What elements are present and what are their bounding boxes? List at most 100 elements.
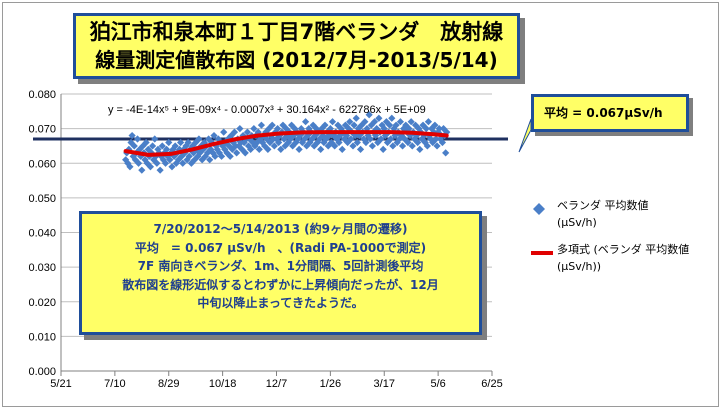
scatter-point bbox=[156, 166, 164, 174]
scatter-point bbox=[405, 125, 413, 133]
scatter-point bbox=[438, 138, 447, 147]
average-callout-pointer bbox=[518, 118, 532, 153]
scatter-point bbox=[428, 125, 436, 133]
scatter-point bbox=[347, 135, 355, 143]
info-line-1: 7/20/2012～5/14/2013 (約9ヶ月間の遷移) bbox=[153, 222, 408, 236]
scatter-point bbox=[331, 142, 339, 150]
scatter-point bbox=[277, 145, 285, 153]
info-line-3: 7F 南向きベランダ、1m、1分間隔、5回計測後平均 bbox=[137, 259, 424, 273]
scatter-point bbox=[436, 135, 444, 143]
scatter-point bbox=[134, 159, 143, 167]
scatter-point bbox=[402, 121, 410, 129]
scatter-point bbox=[435, 125, 443, 133]
scatter-point bbox=[387, 135, 395, 143]
scatter-point bbox=[289, 142, 297, 150]
scatter-point bbox=[247, 145, 255, 153]
scatter-point bbox=[344, 138, 352, 147]
scatter-point bbox=[165, 138, 173, 147]
scatter-point bbox=[377, 135, 385, 143]
info-line-5: 中旬以降止まってきたようだ。 bbox=[197, 296, 364, 310]
scatter-point bbox=[236, 125, 244, 133]
scatter-point bbox=[261, 142, 269, 150]
scatter-point bbox=[418, 135, 426, 143]
scatter-point bbox=[433, 142, 441, 150]
y-tick-label: 0.030 bbox=[28, 262, 56, 274]
scatter-point bbox=[398, 142, 407, 150]
trendline-equation: y = -4E-14x⁵ + 9E-09x⁴ - 0.0007x³ + 30.1… bbox=[108, 104, 426, 116]
scatter-point bbox=[310, 142, 318, 150]
scatter-point bbox=[171, 142, 179, 150]
scatter-point bbox=[146, 163, 155, 171]
title-box: 狛江市和泉本町１丁目7階ベランダ 放射線 線量測定値散布図 (2012/7月-2… bbox=[73, 13, 520, 79]
scatter-point bbox=[161, 159, 170, 167]
diamond-marker-icon bbox=[533, 203, 545, 215]
x-tick-label: 6/25 bbox=[481, 378, 502, 390]
scatter-point bbox=[241, 149, 249, 157]
scatter-point bbox=[185, 152, 193, 160]
scatter-point bbox=[266, 138, 274, 147]
scatter-point bbox=[341, 121, 350, 129]
scatter-point bbox=[388, 114, 396, 122]
scatter-point bbox=[364, 131, 372, 140]
scatter-point bbox=[268, 121, 276, 129]
scatter-point bbox=[283, 131, 291, 140]
scatter-point bbox=[279, 121, 287, 129]
scatter-point bbox=[386, 121, 394, 129]
scatter-point bbox=[250, 125, 258, 133]
scatter-point bbox=[298, 138, 306, 147]
legend-trend-line-2: (μSv/h)) bbox=[557, 260, 602, 273]
info-line-4: 散布図を線形近似するとわずかに上昇傾向だったが、12月 bbox=[122, 277, 439, 292]
scatter-point bbox=[284, 138, 292, 147]
scatter-point bbox=[184, 138, 192, 147]
scatter-point bbox=[328, 118, 337, 126]
scatter-point bbox=[431, 121, 439, 129]
scatter-point bbox=[391, 131, 399, 140]
scatter-point bbox=[374, 138, 382, 147]
scatter-point bbox=[337, 125, 345, 133]
scatter-point bbox=[142, 138, 150, 147]
y-tick-label: 0.070 bbox=[28, 124, 56, 136]
x-tick-label: 12/7 bbox=[266, 378, 287, 390]
chart-title: 狛江市和泉本町１丁目7階ベランダ 放射線 bbox=[89, 20, 504, 44]
x-tick-label: 5/6 bbox=[430, 378, 445, 390]
legend-scatter-line-2: (μSv/h) bbox=[557, 216, 597, 229]
scatter-point bbox=[151, 135, 159, 143]
scatter-point bbox=[133, 135, 142, 143]
scatter-point bbox=[264, 145, 272, 153]
scatter-point bbox=[368, 142, 376, 150]
scatter-point bbox=[414, 138, 422, 147]
scatter-point bbox=[138, 166, 146, 174]
scatter-point bbox=[346, 118, 354, 126]
scatter-point bbox=[316, 135, 324, 143]
scatter-point bbox=[153, 159, 161, 167]
info-line-2: 平均 = 0.067 μSv/h 、(Radi PA-1000で測定) bbox=[134, 240, 427, 255]
scatter-point bbox=[128, 131, 136, 140]
x-tick-label: 1/26 bbox=[320, 378, 341, 390]
scatter-point bbox=[126, 163, 134, 171]
scatter-point bbox=[432, 135, 440, 143]
scatter-point bbox=[251, 142, 259, 150]
scatter-point bbox=[292, 138, 300, 147]
scatter-point bbox=[378, 121, 386, 129]
x-tick-label: 8/29 bbox=[158, 378, 179, 390]
scatter-point bbox=[220, 128, 228, 136]
scatter-point bbox=[389, 142, 397, 150]
scatter-point bbox=[365, 111, 373, 119]
scatter-point bbox=[382, 118, 391, 126]
scatter-point bbox=[360, 135, 368, 143]
scatter-point bbox=[263, 135, 271, 143]
scatter-point bbox=[317, 145, 325, 153]
scatter-point bbox=[321, 121, 329, 129]
scatter-point bbox=[148, 142, 157, 150]
scatter-point bbox=[206, 156, 214, 164]
average-callout-text: 平均 = 0.067μSv/h bbox=[544, 106, 663, 120]
scatter-point bbox=[356, 145, 365, 153]
scatter-point bbox=[179, 159, 187, 167]
scatter-point bbox=[419, 121, 427, 129]
scatter-point bbox=[423, 142, 431, 150]
scatter-point bbox=[350, 121, 358, 129]
chart-frame bbox=[2, 2, 719, 407]
scatter-point bbox=[352, 114, 360, 122]
scatter-point bbox=[210, 131, 218, 140]
scatter-point bbox=[287, 121, 296, 129]
